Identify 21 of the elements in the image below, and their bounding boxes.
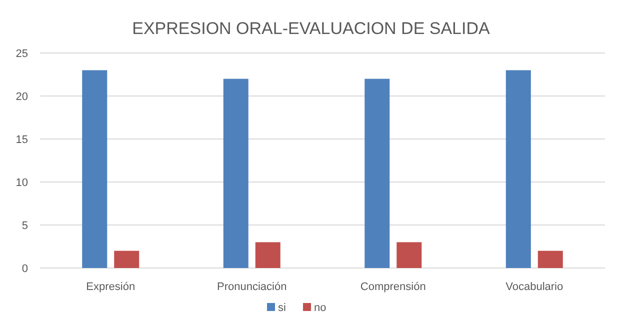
legend-label: no — [314, 302, 326, 314]
y-tick-label: 20 — [16, 91, 28, 103]
chart-title: EXPRESION ORAL-EVALUACION DE SALIDA — [132, 19, 491, 38]
y-tick-label: 25 — [16, 48, 28, 60]
bar — [396, 242, 422, 268]
y-tick-label: 0 — [22, 263, 28, 275]
bar — [82, 70, 108, 268]
bar — [255, 242, 280, 268]
x-tick-label: Comprensión — [360, 281, 426, 293]
bar — [538, 250, 563, 268]
bar — [223, 78, 248, 268]
bar — [114, 250, 140, 268]
legend-label: si — [278, 302, 286, 314]
x-tick-label: Expresión — [86, 281, 136, 293]
x-tick-label: Vocabulario — [506, 281, 564, 293]
bar — [364, 78, 390, 268]
y-tick-label: 10 — [16, 177, 28, 189]
bar — [506, 70, 531, 268]
y-tick-label: 5 — [22, 220, 28, 232]
x-tick-label: Pronunciación — [217, 281, 287, 293]
y-tick-label: 15 — [16, 134, 28, 146]
